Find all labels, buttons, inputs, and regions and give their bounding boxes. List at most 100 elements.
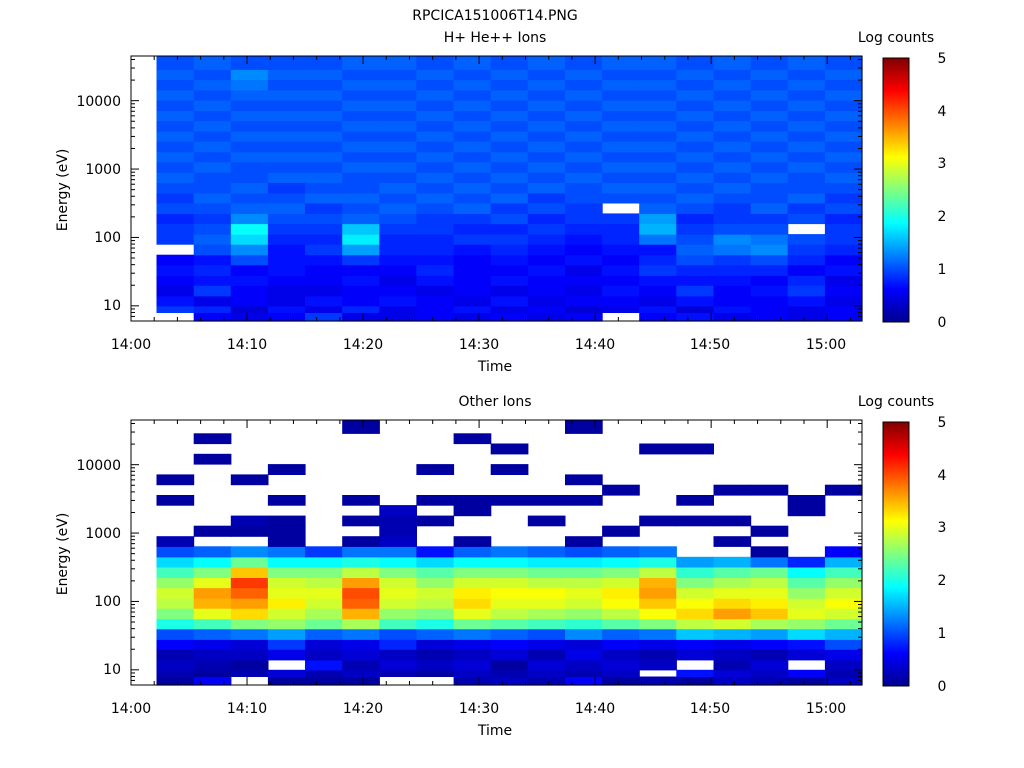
heatmap-cell (824, 192, 863, 204)
heatmap-cell (713, 89, 752, 101)
heatmap-cell (267, 79, 306, 91)
heatmap-cell (267, 598, 306, 609)
heatmap-cell (639, 110, 677, 122)
heatmap-cell (602, 659, 640, 671)
heatmap-cell (676, 100, 714, 111)
heatmap-cell (453, 598, 492, 609)
heatmap-cell (713, 566, 752, 578)
heatmap-cell (490, 587, 529, 599)
heatmap-cell (639, 295, 677, 307)
heatmap-cell (342, 79, 380, 91)
heatmap-cell (305, 234, 343, 245)
heatmap-cell (565, 639, 603, 650)
heatmap-cell (602, 556, 640, 568)
heatmap-cell (750, 546, 789, 558)
heatmap-cell (602, 598, 640, 609)
heatmap-cell (824, 223, 863, 235)
heatmap-cell (342, 639, 380, 650)
heatmap-cell (787, 608, 826, 620)
heatmap-cell (416, 100, 455, 111)
heatmap-cell (453, 546, 492, 558)
heatmap-cell (750, 234, 789, 245)
heatmap-cell (565, 56, 603, 70)
heatmap-cell (193, 244, 232, 256)
heatmap-cell (193, 295, 232, 307)
heatmap-cell (267, 264, 306, 276)
heatmap-cell (787, 69, 826, 81)
heatmap-cell (787, 244, 826, 256)
heatmap-cell (527, 546, 566, 558)
heatmap-cell (750, 69, 789, 81)
heatmap-cell (602, 577, 640, 589)
axis-ticks (130, 420, 862, 686)
heatmap-cells (156, 420, 863, 686)
heatmap-cell (527, 131, 566, 142)
heatmap-cell (750, 577, 789, 589)
heatmap-cell (490, 443, 529, 455)
heatmap-cell (787, 495, 826, 506)
heatmap-cell (639, 244, 677, 256)
heatmap-cell (230, 649, 269, 661)
heatmap-cell (305, 213, 343, 225)
heatmap-cell (267, 669, 306, 677)
heatmap-cell (490, 275, 529, 286)
heatmap-cell (565, 254, 603, 266)
y-axis-label: Energy (eV) (55, 513, 71, 596)
heatmap-cell (527, 566, 566, 578)
heatmap-cell (230, 474, 269, 486)
heatmap-cell (267, 495, 306, 506)
y-tick-label: 100 (94, 230, 121, 246)
heatmap-cell (527, 676, 566, 686)
heatmap-cell (379, 56, 417, 70)
colorbar-tick-label: 0 (938, 679, 947, 695)
heatmap-cell (527, 295, 566, 307)
heatmap-cell (713, 639, 752, 650)
heatmap-cell (639, 608, 677, 620)
heatmap-cell (342, 598, 380, 609)
heatmap-cell (602, 275, 640, 286)
heatmap-cell (453, 131, 492, 142)
heatmap-cell (565, 161, 603, 173)
heatmap-cell (416, 285, 455, 297)
heatmap-cell (787, 192, 826, 204)
panel-h-he-ions: H+ He++ Ions Log counts Energy (eV) Time… (55, 30, 947, 375)
heatmap-cell (416, 587, 455, 599)
heatmap-cell (379, 536, 417, 547)
heatmap-cell (713, 556, 752, 568)
heatmap-cell (787, 120, 826, 132)
colorbar (882, 57, 910, 323)
heatmap-cell (416, 608, 455, 620)
colorbar-tick-label: 0 (938, 315, 947, 331)
heatmap-cell (787, 79, 826, 91)
heatmap-cell (565, 223, 603, 235)
heatmap-cell (230, 254, 269, 266)
heatmap-cell (750, 659, 789, 671)
heatmap-cell (787, 587, 826, 599)
heatmap-cell (565, 131, 603, 142)
heatmap-cell (787, 628, 826, 640)
heatmap-cell (676, 566, 714, 578)
heatmap-cell (639, 285, 677, 297)
heatmap-cell (416, 254, 455, 266)
heatmap-cell (267, 536, 306, 547)
heatmap-cell (824, 202, 863, 214)
heatmap-cell (379, 525, 417, 537)
heatmap-cell (565, 556, 603, 568)
heatmap-cell (490, 151, 529, 163)
heatmap-cells (156, 56, 863, 322)
heatmap-cell (490, 608, 529, 620)
heatmap-cell (379, 598, 417, 609)
heatmap-cell (824, 244, 863, 256)
heatmap-cell (527, 69, 566, 81)
heatmap-cell (305, 669, 343, 677)
heatmap-cell (490, 182, 529, 194)
heatmap-cell (342, 312, 380, 322)
heatmap-cell (453, 618, 492, 630)
heatmap-cell (453, 556, 492, 568)
heatmap-cell (527, 639, 566, 650)
heatmap-cell (156, 587, 195, 599)
heatmap-cell (267, 172, 306, 183)
heatmap-cell (305, 556, 343, 568)
heatmap-cell (379, 659, 417, 671)
